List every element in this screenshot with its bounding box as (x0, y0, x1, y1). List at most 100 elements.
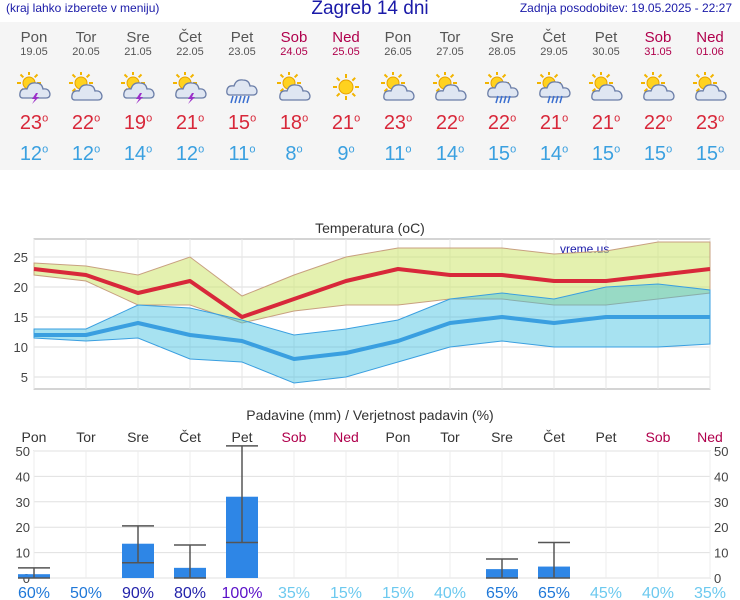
day-date: 28.05 (488, 46, 516, 58)
day-column: Sob 31.05 (632, 29, 684, 59)
precip-day-label: Tor (440, 429, 460, 445)
partly-cloudy-icon (380, 71, 416, 104)
cloud-shape (279, 84, 311, 101)
day-date: 23.05 (228, 46, 256, 58)
day-name: Pet (594, 29, 618, 46)
lightning-shape (136, 93, 143, 104)
precip-probability: 40% (642, 585, 674, 600)
precip-day-label: Ned (697, 429, 723, 445)
min-temp: 15o (487, 143, 517, 165)
rain-drop (495, 95, 499, 104)
precip-day-label: Sre (127, 429, 149, 445)
partly-cloudy-icon (588, 71, 624, 104)
partly-cloudy-icon (692, 71, 728, 104)
precip-probability: 15% (330, 585, 362, 600)
precip-day-label: Pon (22, 429, 47, 445)
min-temp: 14o (539, 143, 569, 165)
max-temp: 23o (695, 112, 725, 134)
precip-day-label: Pet (231, 429, 252, 445)
y-tick-label: 20 (16, 520, 30, 535)
day-name: Pon (20, 29, 48, 46)
y-tick-label: 15 (14, 310, 28, 325)
y-tick-label: 30 (16, 495, 30, 510)
cloud-shape (383, 84, 415, 101)
max-temp: 22o (435, 112, 465, 134)
day-date: 27.05 (436, 46, 464, 58)
day-date: 19.05 (20, 46, 48, 58)
day-column: Čet 29.05 (528, 30, 580, 59)
min-temp: 12o (19, 143, 49, 165)
precip-probability: 35% (278, 585, 310, 600)
max-temp: 21o (331, 112, 361, 134)
day-date: 31.05 (644, 46, 672, 58)
day-column: Pet 30.05 (580, 29, 632, 59)
day-column: Tor 27.05 (424, 30, 476, 59)
y-tick-label: 5 (21, 370, 28, 385)
partly-cloudy-icon (276, 71, 312, 104)
day-name: Sob (280, 29, 308, 46)
min-temp: 11o (384, 143, 412, 165)
sun-shape (333, 74, 359, 100)
day-column: Čet 22.05 (164, 30, 216, 59)
day-column: Tor 20.05 (60, 30, 112, 59)
rain-drop (238, 95, 242, 104)
day-date: 25.05 (332, 46, 360, 58)
y-tick-label-right: 30 (714, 495, 728, 510)
precip-probability: 40% (434, 585, 466, 600)
menu-hint[interactable]: (kraj lahko izberete v meniju) (6, 1, 160, 15)
day-name: Sre (490, 29, 514, 46)
y-tick-label: 10 (16, 546, 30, 561)
cloud-shape (226, 79, 258, 96)
min-temp: 12o (175, 143, 205, 165)
precip-day-label: Čet (543, 429, 565, 445)
header: (kraj lahko izberete v meniju) Zagreb 14… (0, 0, 740, 22)
precip-probability: 90% (122, 585, 154, 600)
cloud-shape (695, 84, 727, 101)
rain-drop (503, 95, 507, 104)
y-tick-label-right: 40 (714, 469, 728, 484)
cloud-shape (175, 82, 207, 99)
lightning-shape (32, 93, 39, 104)
partly-cloudy-icon (432, 71, 468, 104)
day-name: Ned (332, 29, 360, 46)
max-temp: 15o (227, 112, 257, 134)
day-column: Sob 24.05 (268, 29, 320, 59)
y-tick-label-right: 10 (714, 546, 728, 561)
last-update: Zadnja posodobitev: 19.05.2025 - 22:27 (519, 1, 732, 15)
rain-drop (234, 95, 238, 104)
y-tick-label-right: 50 (714, 444, 728, 459)
page-title: Zagreb 14 dni (311, 0, 429, 19)
cloud-shape (591, 84, 623, 101)
precip-probability: 45% (590, 585, 622, 600)
rain-drop (242, 95, 246, 104)
y-tick-label-right: 0 (714, 571, 721, 586)
rain-drop (547, 95, 551, 104)
min-temp: 11o (228, 143, 256, 165)
max-temp: 21o (539, 112, 569, 134)
day-name: Sre (126, 29, 150, 46)
rain-drop (230, 95, 234, 104)
day-name: Sob (644, 29, 672, 46)
day-date: 24.05 (280, 46, 308, 58)
precip-day-label: Pon (386, 429, 411, 445)
precip-day-label: Sre (491, 429, 513, 445)
max-temp: 22o (71, 112, 101, 134)
day-column: Pon 19.05 (8, 29, 60, 59)
cloud-shape (539, 81, 571, 98)
rain-drop (551, 95, 555, 104)
precip-day-label: Sob (646, 429, 671, 445)
max-temp: 18o (279, 112, 309, 134)
day-date: 20.05 (72, 46, 100, 58)
y-tick-label-right: 20 (714, 520, 728, 535)
rain-drop (246, 95, 250, 104)
max-temp: 23o (383, 112, 413, 134)
precip-probability: 65% (538, 585, 570, 600)
precip-day-label: Sob (282, 429, 307, 445)
precip-probability: 80% (174, 585, 206, 600)
max-temp: 19o (123, 112, 153, 134)
cloud-shape (123, 82, 155, 99)
cloud-shape (19, 82, 51, 99)
precipitation-chart: Padavine (mm) / Verjetnost padavin (%) Po… (16, 407, 729, 600)
day-date: 29.05 (540, 46, 568, 58)
sun-icon (328, 72, 364, 104)
